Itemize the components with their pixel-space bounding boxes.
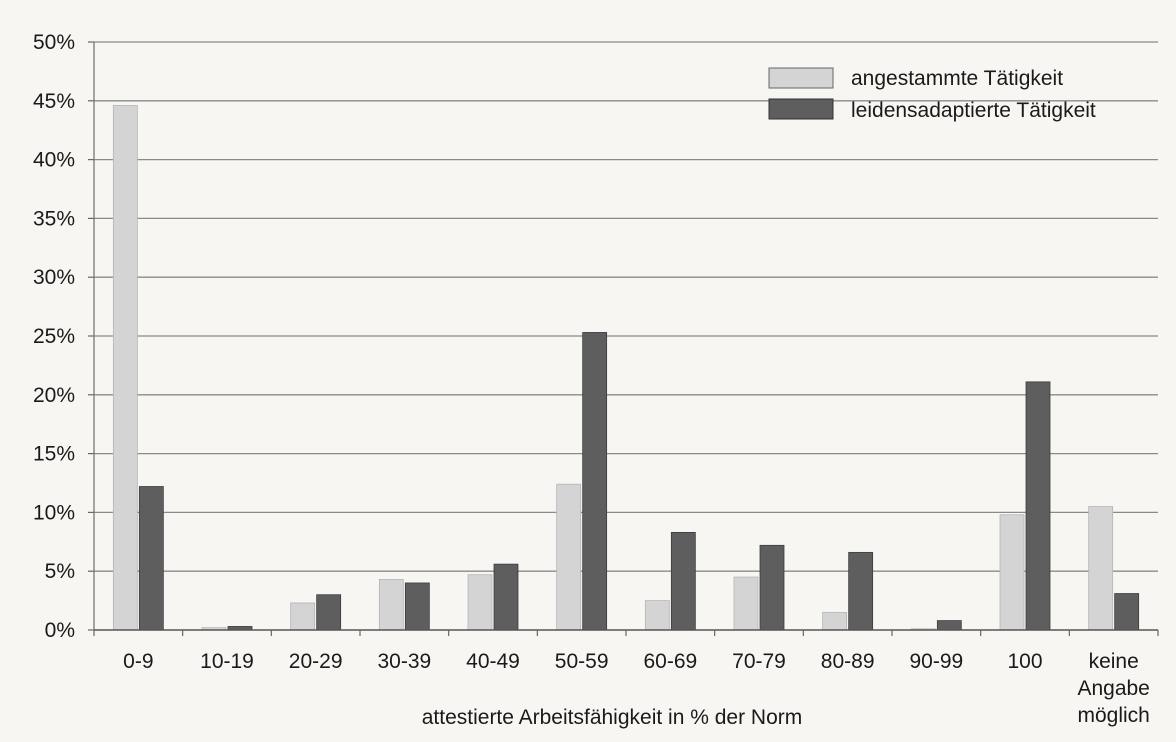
x-tick-label: 60-69 [643,650,697,673]
bar-leidensadaptierte-4 [493,563,519,631]
x-tick-label: Angabe [1077,677,1149,700]
x-tick-label: 40-49 [466,650,520,673]
x-tick-label: 0-9 [123,650,153,673]
legend-swatch-angestammte [768,67,834,89]
x-tick-label: 30-39 [377,650,431,673]
bar-leidensadaptierte-0 [138,486,164,631]
y-tick-labels: 0% 5% 10% 15% 20% 25% 30% 35% 40% 45% 50% [33,31,75,642]
x-tick-label: 70-79 [732,650,786,673]
y-tick-label: 30% [33,266,75,289]
legend-label-leidensadaptierte: leidensadaptierte Tätigkeit [851,99,1096,122]
x-tick-label: 90-99 [909,650,963,673]
x-tick-label: 100 [1007,650,1042,673]
y-tick-label: 35% [33,207,75,230]
bar-leidensadaptierte-8 [848,551,874,631]
bar-angestammte-5 [556,483,582,631]
bar-angestammte-4 [467,574,493,631]
x-tick-label: keine [1089,650,1139,673]
bar-leidensadaptierte-3 [404,582,430,631]
bar-angestammte-0 [112,105,138,631]
bar-angestammte-8 [822,611,848,631]
x-tick-label: 20-29 [289,650,343,673]
y-tick-label: 25% [33,325,75,348]
x-tick-label: möglich [1077,704,1149,727]
x-tick-label: 80-89 [821,650,875,673]
bar-angestammte-7 [733,576,759,631]
bar-leidensadaptierte-7 [759,544,785,631]
bar-angestammte-2 [290,602,316,631]
y-tick-label: 5% [45,560,75,583]
bar-angestammte-6 [644,600,670,631]
y-tick-label: 15% [33,443,75,466]
y-tick-label: 10% [33,501,75,524]
axes [93,42,1159,636]
y-tick-label: 20% [33,384,75,407]
bar-leidensadaptierte-9 [936,620,962,631]
y-tick-label: 40% [33,149,75,172]
x-tick-label: 10-19 [200,650,254,673]
legend-label-angestammte: angestammte Tätigkeit [851,67,1063,90]
x-axis-title: attestierte Arbeitsfähigkeit in % der No… [422,706,803,729]
x-tick-labels: 0-9 10-19 20-29 30-39 40-49 50-59 60-69 70-79 80… [123,650,1150,727]
bar-leidensadaptierte-2 [316,594,342,631]
legend: angestammte Tätigkeit leidensadaptierte … [768,67,1096,122]
y-tick-label: 50% [33,31,75,54]
bar-leidensadaptierte-10 [1025,381,1051,631]
bars [112,105,1140,631]
bar-angestammte-10 [999,514,1025,631]
bar-leidensadaptierte-5 [582,332,608,631]
y-tick-label: 0% [45,619,75,642]
gridlines [88,41,1158,631]
bar-leidensadaptierte-11 [1114,593,1140,631]
legend-swatch-leidensadaptierte [768,98,834,120]
bar-angestammte-3 [378,579,404,631]
y-tick-label: 45% [33,90,75,113]
bar-leidensadaptierte-6 [670,531,696,631]
bar-angestammte-11 [1088,506,1114,631]
x-tick-label: 50-59 [555,650,609,673]
